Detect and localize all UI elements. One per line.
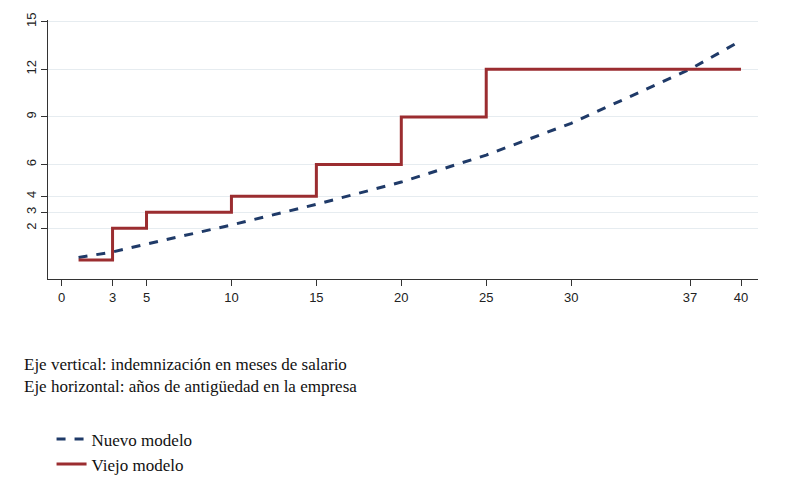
svg-text:Eje horizontal: años de antigü: Eje horizontal: años de antigüedad en la…: [24, 377, 357, 396]
svg-text:3: 3: [24, 207, 39, 214]
svg-text:40: 40: [734, 290, 748, 305]
svg-text:Eje vertical: indemnización en: Eje vertical: indemnización en meses de …: [24, 355, 347, 374]
svg-text:5: 5: [143, 290, 150, 305]
svg-text:30: 30: [564, 290, 578, 305]
svg-text:37: 37: [683, 290, 697, 305]
svg-text:Viejo modelo: Viejo modelo: [92, 456, 184, 475]
svg-text:2: 2: [24, 223, 39, 230]
svg-text:9: 9: [24, 111, 39, 118]
svg-text:15: 15: [24, 12, 39, 26]
svg-text:3: 3: [109, 290, 116, 305]
svg-text:Nuevo modelo: Nuevo modelo: [92, 431, 193, 450]
svg-text:20: 20: [394, 290, 408, 305]
svg-text:6: 6: [24, 159, 39, 166]
svg-text:4: 4: [24, 191, 39, 198]
svg-text:12: 12: [24, 60, 39, 74]
svg-text:15: 15: [309, 290, 323, 305]
svg-text:0: 0: [58, 290, 65, 305]
svg-text:10: 10: [224, 290, 238, 305]
svg-text:25: 25: [479, 290, 493, 305]
